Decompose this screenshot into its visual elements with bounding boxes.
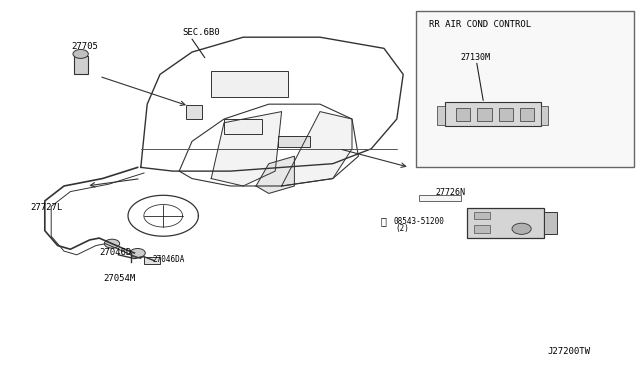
Bar [499,108,513,121]
Bar [445,102,541,126]
Text: 27054M: 27054M [104,274,136,283]
Circle shape [73,49,88,58]
Text: RR AIR COND CONTROL: RR AIR COND CONTROL [429,20,531,29]
Bar [456,108,470,121]
Text: SEC.6B0: SEC.6B0 [182,28,220,37]
Bar [278,136,310,147]
Polygon shape [211,112,282,186]
Text: 27726N: 27726N [435,188,465,197]
Text: 08543-51200: 08543-51200 [394,217,444,226]
Text: J27200TW: J27200TW [547,347,590,356]
Bar [520,108,534,121]
Bar [474,225,490,232]
Bar [416,11,634,167]
Text: 27727L: 27727L [31,203,63,212]
Circle shape [512,223,531,234]
Bar [437,106,445,125]
Bar [419,195,461,201]
Bar [467,208,544,238]
Text: (2): (2) [396,224,410,233]
Bar [474,212,490,219]
Text: 27046D: 27046D [99,248,131,257]
Bar [186,105,202,119]
Text: 27130M: 27130M [461,52,491,61]
Bar [544,212,557,234]
Bar [144,257,160,264]
Text: 27046DA: 27046DA [152,255,185,264]
Bar [477,108,492,121]
Polygon shape [282,112,352,186]
Polygon shape [256,156,294,193]
Bar [211,71,288,97]
Bar [74,56,88,74]
Text: 27705: 27705 [72,42,99,51]
Bar [541,106,548,125]
Circle shape [130,248,145,257]
Text: Ⓢ: Ⓢ [381,217,387,226]
Bar [224,119,262,134]
Circle shape [104,239,120,248]
